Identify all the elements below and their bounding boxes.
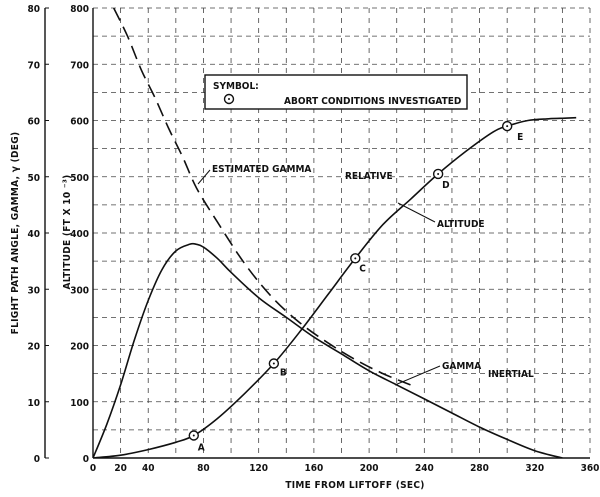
y-right-tick-label: 600 (70, 117, 89, 128)
gamma-leader (394, 365, 441, 386)
x-axis-title: TIME FROM LIFTOFF (SEC) (285, 480, 424, 491)
tick-labels: 0 20 40 80 120 160 200 240 280 320 360 0 10 20 30 40 50 6… (27, 4, 599, 474)
x-tick-label: 80 (197, 463, 210, 474)
legend-box (204, 74, 468, 110)
abort-marker-dot (506, 125, 509, 128)
y-left-tick-label: 30 (27, 285, 40, 296)
abort-marker-dot (354, 257, 357, 260)
x-tick-label: 240 (415, 463, 434, 474)
legend-entry: ABORT CONDITIONS INVESTIGATED (284, 96, 461, 107)
abort-marker-dot (437, 172, 440, 175)
legend-title: SYMBOL: (213, 81, 259, 92)
x-tick-label: 360 (581, 463, 600, 474)
estimated-gamma-leader (197, 169, 211, 185)
annotation-estimated-gamma: ESTIMATED GAMMA (212, 164, 311, 175)
annotation-inertial: INERTIAL (488, 369, 534, 380)
y-left-tick-label: 20 (27, 342, 40, 353)
series-line-estimated-gamma-relative (112, 8, 411, 386)
x-tick-label: 280 (470, 463, 489, 474)
right-axis-title: ALTITUDE (FT X 10 ⁻³) (62, 174, 73, 289)
x-tick-label: 20 (114, 463, 127, 474)
y-right-tick-label: 0 (83, 454, 89, 465)
legend-marker-dot (228, 98, 230, 100)
y-left-tick-label: 80 (27, 4, 40, 15)
abort-label-e: E (517, 132, 523, 143)
x-tick-label: 120 (249, 463, 268, 474)
x-tick-label: 160 (304, 463, 323, 474)
left-axis-title: FLIGHT PATH ANGLE, GAMMA, γ (DEG) (10, 132, 21, 335)
x-tick-label: 200 (360, 463, 379, 474)
abort-marker-dot (272, 362, 275, 365)
y-left-tick-label: 10 (27, 398, 40, 409)
series-line-altitude (93, 116, 577, 458)
y-right-tick-label: 100 (70, 398, 89, 409)
annotation-relative: RELATIVE (345, 171, 393, 182)
y-left-tick-label: 60 (27, 117, 40, 128)
abort-label-a: A (198, 443, 205, 454)
annotation-gamma: GAMMA (442, 361, 481, 372)
abort-label-b: B (280, 368, 287, 379)
y-right-tick-label: 300 (70, 285, 89, 296)
series-line-gamma-inertial (93, 242, 563, 458)
abort-markers: A B C D E (188, 120, 523, 454)
y-left-tick-label: 0 (34, 454, 40, 465)
x-tick-label: 320 (525, 463, 544, 474)
abort-marker-dot (192, 434, 195, 437)
x-tick-label: 40 (142, 463, 155, 474)
y-right-tick-label: 800 (70, 4, 89, 15)
annotations: ESTIMATED GAMMA RELATIVE ALTITUDE GAMMA … (197, 164, 534, 386)
abort-label-c: C (359, 263, 366, 274)
y-right-tick-label: 700 (70, 60, 89, 71)
abort-label-d: D (442, 180, 449, 191)
legend: SYMBOL: ABORT CONDITIONS INVESTIGATED (204, 74, 468, 110)
y-right-tick-label: 200 (70, 342, 89, 353)
annotation-altitude: ALTITUDE (437, 219, 485, 230)
y-right-tick-label: 400 (70, 229, 89, 240)
x-tick-label: 0 (90, 463, 96, 474)
y-right-tick-label: 500 (70, 173, 89, 184)
y-left-tick-label: 40 (27, 229, 40, 240)
altitude-leader (397, 202, 436, 223)
y-left-tick-label: 50 (27, 173, 40, 184)
y-left-tick-label: 70 (27, 60, 40, 71)
